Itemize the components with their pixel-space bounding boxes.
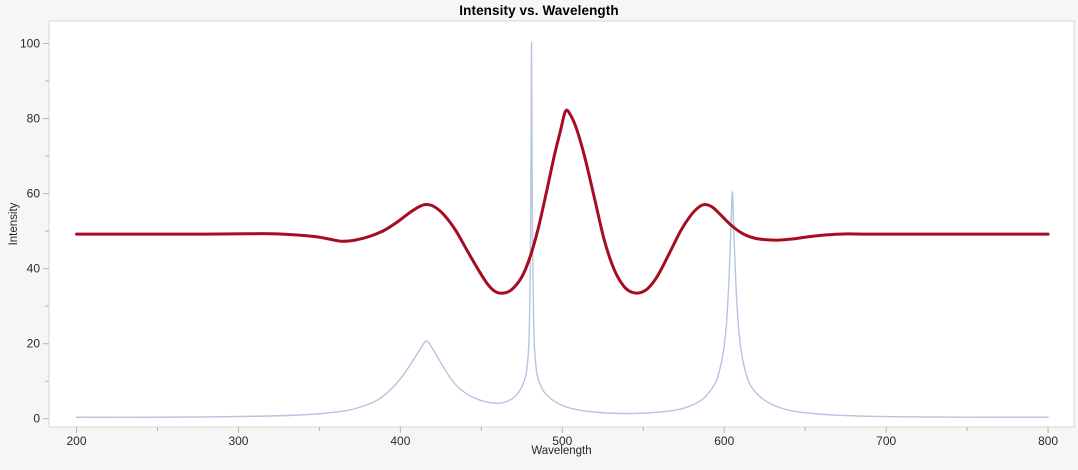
x-axis-title: Wavelength [531, 445, 592, 457]
y-tick-label: 100 [20, 37, 40, 51]
series-dark-red-line[interactable] [75, 108, 1050, 295]
x-tick-label: 300 [228, 434, 248, 448]
y-tick-label: 60 [27, 187, 41, 201]
x-tick-label: 800 [1038, 434, 1058, 448]
plot-background [49, 21, 1074, 427]
y-tick-label: 40 [27, 262, 41, 276]
y-tick-label: 20 [27, 337, 41, 351]
series-light-blue-line[interactable] [75, 41, 1049, 418]
plot-frame [48, 20, 1075, 428]
y-tick-label: 0 [33, 412, 40, 426]
y-axis-title: Intensity [8, 202, 20, 246]
chart-title: Intensity vs. Wavelength [459, 3, 619, 18]
y-tick-label: 80 [27, 112, 41, 126]
x-tick-label: 700 [876, 434, 896, 448]
x-tick-label: 600 [714, 434, 734, 448]
x-tick-label: 400 [390, 434, 410, 448]
x-tick-label: 500 [552, 434, 572, 448]
x-tick-label: 200 [67, 434, 87, 448]
